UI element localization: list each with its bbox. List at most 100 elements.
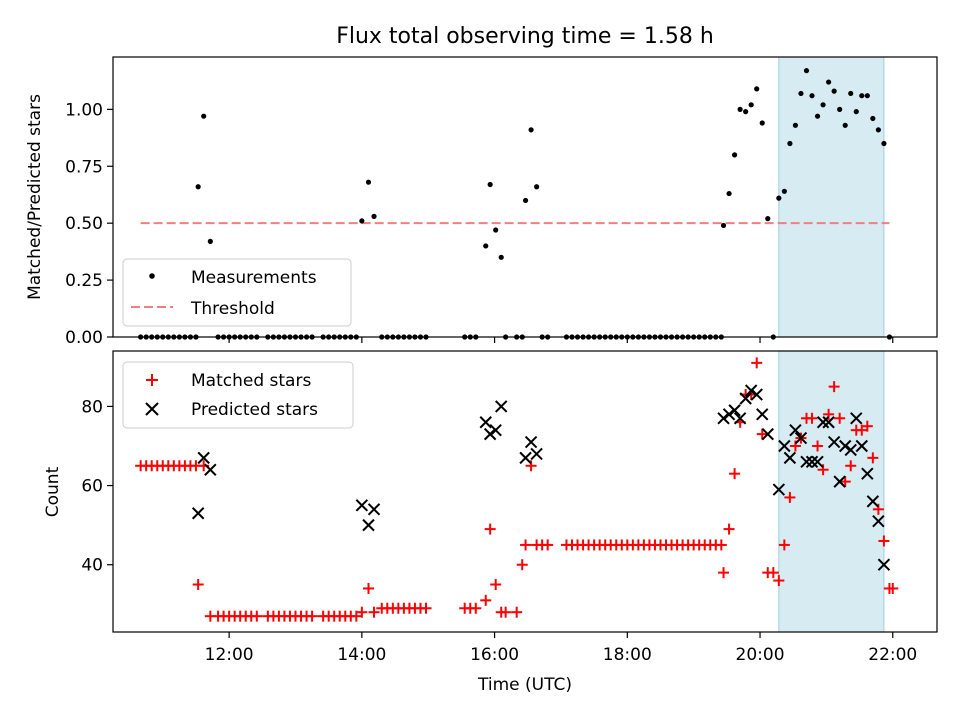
predicted-star-marker [355,499,369,512]
top-y-axis-label: Matched/Predicted stars [25,94,45,300]
matched-star-marker [306,610,318,622]
measurement-point [853,109,859,115]
top-y-tick-label: 0.00 [65,328,103,348]
predicted-star-marker [783,451,797,465]
measurement-point [875,127,881,133]
matched-star-marker [251,610,263,622]
predicted-star-marker [204,463,217,476]
matched-star-marker [756,428,768,440]
predicted-star-marker [772,483,786,496]
measurement-point [787,140,793,147]
measurement-point [859,93,865,99]
measurement-point [731,152,738,158]
predicted-star-marker [530,447,543,461]
measurement-point [809,93,815,99]
measurement-point [487,181,493,188]
measurement-point [781,188,787,194]
matched-star-marker [350,610,362,622]
measurement-point [207,238,213,244]
matched-star-marker [192,579,204,591]
measurement-point [720,222,727,229]
bottom-legend-box [122,361,354,429]
measurement-point [737,106,743,112]
predicted-star-marker [778,439,791,453]
predicted-star-marker [872,514,885,528]
top-legend: Measurements Threshold [122,258,352,327]
matched-star-marker [718,567,730,579]
predicted-star-marker [367,503,381,516]
measurement-point [759,120,765,126]
predicted-star-marker [483,427,497,441]
measurement-point [522,197,529,204]
predicted-star-marker [827,435,841,449]
predicted-star-marker [794,431,808,445]
measurement-point [792,122,799,128]
matched-star-marker [845,460,857,472]
predicted-star-marker [495,400,508,413]
bottom-panel: 40 60 80 12:00 14:00 16:00 18:00 20:00 22:00 Co… [43,350,938,695]
matched-star-marker [812,440,824,452]
matched-star-marker [856,424,868,436]
matched-star-marker [420,602,432,614]
matched-star-marker [368,606,380,618]
predicted-star-marker [800,455,813,469]
measurement-point [826,79,832,85]
matched-star-marker [511,606,523,618]
measurement-point [754,86,760,92]
matched-star-marker [751,357,763,369]
matched-star-marker [516,559,528,571]
matched-star-marker [490,579,502,591]
measurement-point [201,113,207,119]
predicted-star-marker [744,384,758,397]
measurement-point [848,90,854,97]
matched-star-marker [861,420,873,432]
predicted-star-marker [877,558,891,571]
matched-star-marker [500,606,512,618]
predicted-star-marker [191,507,205,520]
matched-star-marker [715,539,727,551]
predicted-star-marker [479,416,492,429]
predicted-star-marker [750,388,763,401]
bottom-legend: Matched stars Predicted stars [122,361,354,429]
matched-star-marker [484,523,496,535]
x-tick-label: 16:00 [470,645,519,665]
top-y-tick-label: 0.50 [65,214,103,234]
top-y-ticks: 0.00 0.25 0.50 0.75 1.00 [65,100,113,348]
measurement-point [498,254,504,260]
top-panel: 0.00 0.25 0.50 0.75 1.00 Matched/Predicted s… [25,56,938,348]
measurement-point [765,216,771,222]
bottom-y-tick-label: 80 [81,397,103,417]
matched-star-marker [480,594,492,606]
matched-star-marker [729,468,741,480]
matched-star-marker [356,606,368,618]
x-axis-label: Time (UTC) [477,675,572,695]
matched-star-marker [867,452,879,464]
measurement-point [726,190,732,197]
predicted-star-marker [833,475,846,488]
matched-star-marker [839,476,851,488]
top-y-tick-label: 0.75 [65,157,103,177]
predicted-star-marker [761,427,774,441]
predicted-star-marker [733,412,747,425]
legend-measurements-marker [149,273,155,279]
top-legend-box [122,258,352,327]
top-y-tick-label: 0.25 [65,271,103,291]
bottom-y-tick-label: 60 [81,477,103,497]
matched-stars-points [135,357,899,622]
matched-star-marker [778,539,790,551]
x-tick-label: 12:00 [205,645,254,665]
bottom-y-axis-label: Count [43,466,63,517]
measurement-point [842,122,848,128]
measurement-point [359,218,365,224]
predicted-star-marker [789,423,802,437]
matched-star-marker [542,539,554,551]
predicted-star-marker [855,439,868,453]
legend-matched-label: Matched stars [191,371,311,391]
top-x-ticks [228,337,894,343]
predicted-star-marker [822,416,835,429]
predicted-stars-points [191,384,891,571]
predicted-star-marker [811,455,824,469]
predicted-star-marker [756,408,769,421]
bottom-axes-frame [112,350,938,633]
